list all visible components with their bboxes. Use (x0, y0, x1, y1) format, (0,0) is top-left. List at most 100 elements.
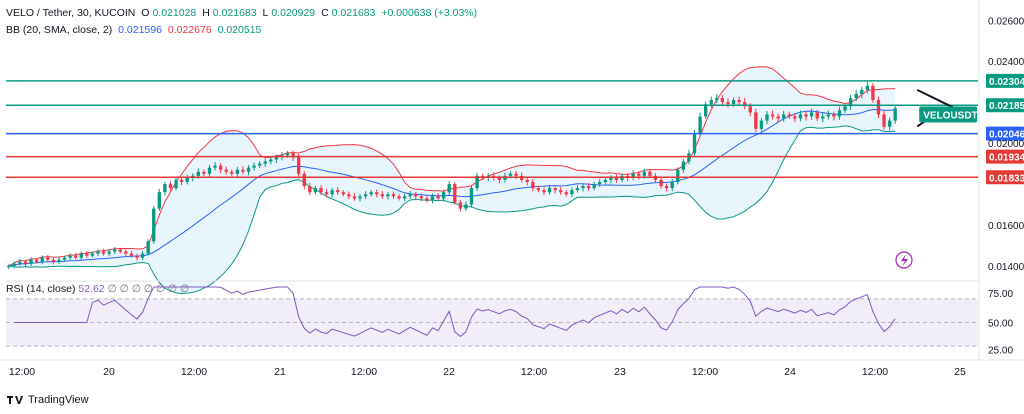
candle (715, 93, 719, 104)
level-tag (986, 126, 1024, 141)
candle-body (865, 85, 870, 90)
candle (659, 176, 663, 189)
candle (174, 177, 178, 191)
candle-body (297, 157, 301, 174)
candle-body (609, 177, 613, 180)
candle-body (614, 177, 619, 180)
candle (860, 86, 864, 99)
candle (709, 96, 713, 108)
candle (793, 113, 797, 123)
candle-body (213, 165, 217, 168)
candle-body (664, 186, 669, 189)
candle (224, 166, 228, 175)
candle (74, 252, 78, 260)
candle-body (826, 114, 830, 117)
candle (168, 180, 173, 191)
candle (152, 205, 156, 244)
candle-body (101, 251, 106, 254)
rsi-value: 52.62 (78, 283, 105, 295)
candle-body (832, 114, 836, 117)
candle-body (570, 190, 574, 195)
candle (46, 255, 50, 262)
candle-body (681, 161, 686, 170)
candle-body (441, 192, 446, 199)
candle (581, 183, 585, 192)
candle (854, 89, 858, 102)
candle (458, 199, 463, 212)
alert-icon (895, 251, 913, 269)
candle-body (637, 173, 641, 176)
candle (754, 108, 758, 132)
time-tick-label: 21 (274, 366, 286, 378)
candle (369, 190, 373, 197)
candle-body (531, 181, 535, 189)
candle-body (581, 186, 585, 189)
candle (185, 174, 189, 185)
candle-body (380, 194, 384, 197)
candle-body (375, 192, 379, 195)
candle-body (743, 102, 747, 107)
candle (592, 181, 596, 191)
candle (90, 251, 95, 258)
time-tick-label: 25 (954, 366, 966, 378)
candle-body (547, 188, 552, 193)
candle-body (703, 104, 708, 117)
candle (34, 258, 39, 264)
candle-body (347, 194, 351, 197)
time-tick-label: 23 (614, 366, 626, 378)
candle (347, 191, 351, 200)
candle (380, 190, 384, 199)
candle (386, 191, 390, 200)
candle (57, 257, 61, 265)
candle (257, 161, 262, 168)
candle-body (631, 173, 635, 178)
rsi-placeholders: ∅ ∅ ∅ ∅ ∅ ∅ ∅ (107, 283, 190, 295)
annotation-tag (919, 106, 978, 123)
candle-body (882, 114, 886, 127)
candle (464, 201, 468, 211)
candle-body (592, 184, 596, 189)
candle-body (854, 93, 858, 99)
candle (363, 191, 368, 200)
candle-body (12, 263, 17, 266)
candle (107, 249, 111, 257)
candle (213, 162, 217, 171)
candle (308, 183, 312, 195)
candle-body (174, 179, 178, 189)
candle-body (386, 194, 390, 197)
candle-body (430, 196, 435, 201)
candle-body (860, 89, 864, 94)
candle (798, 110, 803, 122)
time-tick-label: 12:00 (181, 366, 207, 378)
tradingview-logo[interactable]: TradingView (6, 394, 89, 406)
candle (809, 108, 814, 120)
level-label: 0.01934 (989, 153, 1024, 164)
candle (743, 98, 747, 110)
candle (876, 96, 881, 119)
candle-body (341, 192, 345, 195)
candle (670, 178, 674, 191)
candle-body (720, 98, 725, 103)
candle-body (74, 255, 78, 258)
time-tick-label: 20 (103, 366, 115, 378)
candle-body (793, 116, 797, 119)
candle (564, 190, 568, 197)
candle-body (748, 106, 752, 113)
candle-body (241, 169, 245, 172)
candle (241, 166, 245, 175)
candle (358, 193, 362, 202)
candle (531, 178, 535, 191)
rsi-header: RSI (14, close) 52.62 ∅ ∅ ∅ ∅ ∅ ∅ ∅ (6, 283, 189, 295)
candle-body (815, 112, 819, 119)
candle-body (107, 251, 111, 254)
time-tick-label: 24 (784, 366, 796, 378)
candle (720, 94, 725, 107)
candle-body (157, 192, 161, 209)
candle-body (798, 114, 803, 119)
candle (804, 111, 808, 121)
candle (101, 248, 106, 256)
candle-body (598, 181, 602, 185)
candle-body (313, 188, 318, 193)
candle (336, 187, 340, 195)
candle-body (436, 196, 440, 199)
